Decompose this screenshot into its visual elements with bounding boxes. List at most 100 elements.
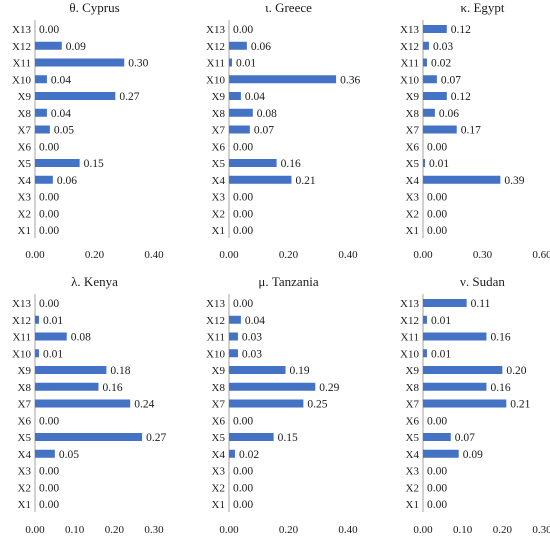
value-label: 0.20 bbox=[506, 365, 526, 377]
bar bbox=[229, 92, 241, 100]
bar bbox=[423, 449, 459, 458]
value-label: 0.01 bbox=[431, 315, 451, 327]
value-label: 0.25 bbox=[307, 399, 327, 411]
category-label: X10 bbox=[400, 348, 419, 360]
value-label: 0.00 bbox=[233, 466, 253, 478]
value-label: 0.01 bbox=[43, 348, 63, 360]
value-label: 0.00 bbox=[233, 192, 253, 204]
category-label: X6 bbox=[212, 141, 226, 153]
category-label: X5 bbox=[406, 158, 420, 170]
value-label: 0.12 bbox=[451, 91, 471, 103]
bar bbox=[35, 92, 116, 100]
value-label: 0.00 bbox=[233, 24, 253, 36]
value-label: 0.09 bbox=[66, 41, 86, 53]
category-label: X6 bbox=[18, 415, 32, 427]
bar bbox=[423, 315, 427, 324]
value-label: 0.27 bbox=[146, 432, 166, 444]
chart-panel: λ. Kenya X13 0.00 X12 0.01 X11 0.08 X10 0.01 X9 0.… bbox=[12, 274, 166, 536]
x-tick-label: 0.30 bbox=[473, 249, 493, 261]
category-label: X11 bbox=[400, 332, 419, 344]
bar bbox=[423, 58, 427, 67]
bar bbox=[35, 349, 39, 358]
bar bbox=[423, 399, 507, 408]
panel-title: λ. Kenya bbox=[71, 274, 118, 289]
value-label: 0.18 bbox=[110, 365, 130, 377]
category-label: X13 bbox=[400, 24, 419, 36]
value-label: 0.00 bbox=[233, 225, 253, 237]
x-tick-label: 0.20 bbox=[85, 249, 105, 261]
category-label: X11 bbox=[206, 332, 225, 344]
category-label: X4 bbox=[212, 175, 226, 187]
category-label: X3 bbox=[212, 466, 226, 478]
bar bbox=[229, 315, 241, 324]
value-label: 0.15 bbox=[278, 432, 298, 444]
category-label: X8 bbox=[18, 108, 32, 120]
category-label: X11 bbox=[12, 58, 31, 70]
bar bbox=[423, 108, 435, 117]
value-label: 0.30 bbox=[128, 58, 148, 70]
category-label: X11 bbox=[12, 332, 31, 344]
value-label: 0.16 bbox=[490, 382, 510, 394]
x-tick-label: 0.30 bbox=[532, 524, 550, 536]
category-label: X6 bbox=[406, 415, 420, 427]
value-label: 0.06 bbox=[57, 175, 77, 187]
value-label: 0.00 bbox=[39, 24, 59, 36]
category-label: X10 bbox=[206, 74, 225, 86]
category-label: X12 bbox=[400, 315, 419, 327]
category-label: X9 bbox=[212, 91, 226, 103]
bar bbox=[423, 433, 451, 441]
category-label: X13 bbox=[206, 298, 225, 310]
value-label: 0.00 bbox=[427, 482, 447, 494]
x-tick-label: 0.20 bbox=[493, 524, 513, 536]
x-tick-label: 0.20 bbox=[105, 524, 125, 536]
chart-panel: ν. Sudan X13 0.11 X12 0.01 X11 0.16 X10 0.01 X9 0.… bbox=[400, 274, 550, 536]
value-label: 0.07 bbox=[455, 432, 475, 444]
value-label: 0.21 bbox=[510, 399, 530, 411]
value-label: 0.04 bbox=[245, 91, 265, 103]
value-label: 0.00 bbox=[39, 225, 59, 237]
category-label: X2 bbox=[18, 482, 31, 494]
value-label: 0.12 bbox=[451, 24, 471, 36]
value-label: 0.08 bbox=[257, 108, 277, 120]
value-label: 0.00 bbox=[427, 499, 447, 511]
category-label: X11 bbox=[400, 58, 419, 70]
category-label: X12 bbox=[206, 315, 225, 327]
category-label: X4 bbox=[18, 449, 32, 461]
bar bbox=[423, 349, 427, 358]
category-label: X9 bbox=[406, 91, 420, 103]
bar bbox=[229, 382, 316, 391]
bar bbox=[35, 332, 67, 341]
category-label: X13 bbox=[400, 298, 419, 310]
x-tick-label: 0.00 bbox=[413, 524, 433, 536]
category-label: X7 bbox=[212, 399, 226, 411]
chart-panel: μ. Tanzania X13 0.00 X12 0.04 X11 0.03 X10 0.03 X… bbox=[206, 274, 358, 536]
x-tick-label: 0.00 bbox=[25, 524, 45, 536]
value-label: 0.16 bbox=[281, 158, 301, 170]
bar bbox=[35, 125, 50, 134]
category-label: X12 bbox=[400, 41, 419, 53]
value-label: 0.24 bbox=[134, 399, 154, 411]
bar bbox=[229, 399, 304, 408]
value-label: 0.00 bbox=[427, 141, 447, 153]
bar bbox=[35, 41, 62, 50]
value-label: 0.07 bbox=[441, 74, 461, 86]
category-label: X8 bbox=[406, 108, 420, 120]
bar bbox=[35, 399, 131, 408]
bar bbox=[35, 449, 55, 458]
category-label: X3 bbox=[406, 466, 420, 478]
value-label: 0.02 bbox=[239, 449, 259, 461]
chart-panel: ι. Greece X13 0.00 X12 0.06 X11 0.01 X10 0.36 X9 0… bbox=[206, 0, 360, 261]
value-label: 0.00 bbox=[233, 298, 253, 310]
panel-title: θ. Cyprus bbox=[69, 0, 119, 15]
value-label: 0.00 bbox=[233, 141, 253, 153]
category-label: X5 bbox=[406, 432, 420, 444]
x-tick-label: 0.60 bbox=[532, 249, 550, 261]
bar bbox=[229, 433, 274, 441]
bar bbox=[229, 449, 235, 458]
category-label: X6 bbox=[18, 141, 32, 153]
value-label: 0.03 bbox=[433, 41, 453, 53]
bar bbox=[423, 175, 501, 184]
value-label: 0.00 bbox=[39, 192, 59, 204]
x-tick-label: 0.00 bbox=[219, 524, 239, 536]
x-tick-label: 0.00 bbox=[25, 249, 45, 261]
